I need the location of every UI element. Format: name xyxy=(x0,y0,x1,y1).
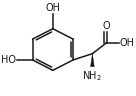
Polygon shape xyxy=(91,54,94,67)
Text: O: O xyxy=(102,21,110,31)
Text: HO: HO xyxy=(1,55,16,65)
Text: NH$_2$: NH$_2$ xyxy=(82,69,102,83)
Text: OH: OH xyxy=(45,3,60,13)
Text: OH: OH xyxy=(119,38,134,48)
